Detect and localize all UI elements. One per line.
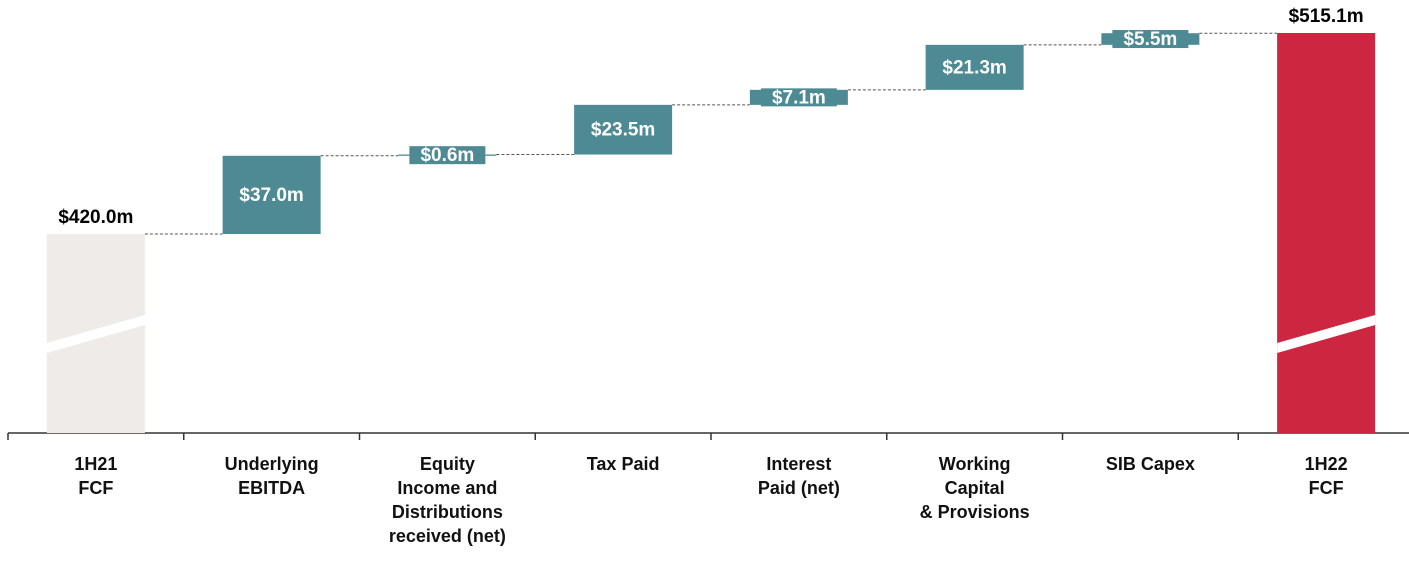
value-label: $37.0m	[239, 185, 303, 206]
bar	[1277, 33, 1376, 433]
x-tick-label: SIB Capex	[1105, 454, 1195, 474]
value-label: $515.1m	[1289, 6, 1364, 27]
x-tick-label: Underlying EBITDA	[224, 454, 319, 498]
axis-break	[1277, 315, 1376, 353]
label-box	[760, 88, 837, 107]
value-label: $23.5m	[591, 120, 655, 141]
x-tick-label: Tax Paid	[586, 454, 660, 474]
value-label: $21.3m	[942, 57, 1006, 78]
value-label: $420.0m	[58, 207, 133, 228]
x-tick-label: Working Capital & Provisions	[919, 454, 1030, 522]
value-label: $7.1m	[772, 87, 826, 108]
label-box	[1112, 30, 1189, 49]
label-box	[409, 146, 486, 165]
x-tick-label: 1H22 FCF	[1304, 454, 1348, 498]
x-tick-label: 1H21 FCF	[74, 454, 118, 498]
x-tick-label: Interest Paid (net)	[757, 454, 840, 498]
axis-break	[46, 315, 145, 353]
bar	[222, 155, 321, 234]
value-label: $0.6m	[420, 145, 474, 166]
bar	[574, 104, 673, 155]
bar	[925, 44, 1024, 90]
value-label: $5.5m	[1123, 29, 1177, 50]
x-tick-label: Equity Income and Distributions received…	[388, 454, 506, 546]
